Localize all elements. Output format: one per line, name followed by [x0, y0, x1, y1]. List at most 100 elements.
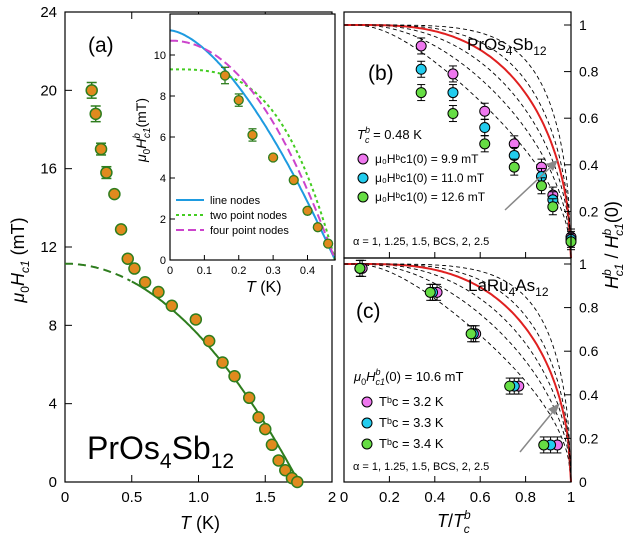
b-ytick-label: 0.2 [579, 203, 599, 219]
inset-data-point [322, 238, 334, 249]
panel-b-points [415, 37, 577, 251]
inset-xtick-label: 0.3 [265, 265, 280, 277]
a-data-point [128, 262, 141, 275]
panel-a-material: PrOs4Sb12 [87, 430, 234, 473]
panel-c-label: (c) [356, 300, 381, 323]
legend-marker [357, 172, 369, 184]
data-point [447, 87, 459, 99]
panel-b: 0.2 0.4 0.6 0.8 1 (b) PrOs4Sb12 Tb c = 0.48 K… [343, 11, 599, 259]
data-point [508, 161, 520, 173]
inset-data-point [219, 70, 231, 81]
data-point [547, 201, 559, 213]
inset-data-point [312, 222, 323, 233]
a-ytick-label: 8 [49, 317, 57, 334]
data-point [415, 40, 427, 52]
inset-panel: 0 0.1 0.2 0.3 0.4 0 2 4 6 8 10 μ0Hbc1(mT) T (K) li… [132, 13, 339, 296]
legend-marker [357, 153, 369, 165]
a-data-point [108, 187, 121, 201]
panel-a-ylabel: μ0Hc1 (mT) [8, 217, 32, 303]
panel-c-points [354, 259, 563, 454]
alpha-curve [344, 263, 572, 483]
a-data-point [216, 356, 229, 369]
inset-ytick-label: 10 [154, 50, 166, 62]
inset-points [219, 66, 334, 249]
panel-a-xlabel: T (K) [180, 513, 220, 533]
a-ytick-label: 20 [40, 82, 57, 99]
data-point [415, 63, 427, 75]
a-data-point [165, 299, 179, 312]
alpha-curve [344, 263, 572, 483]
a-data-point [291, 475, 304, 489]
c-ytick-label: 0.6 [579, 343, 599, 359]
a-xtick-label: 0.5 [121, 489, 142, 506]
panel-c-legend: Tᵇc = 3.2 K Tᵇc = 3.3 K Tᵇc = 3.4 K [361, 394, 444, 451]
inset-ytick-label: 6 [160, 132, 166, 144]
a-xtick-label: 0 [61, 489, 69, 506]
inset-data-point [233, 94, 244, 106]
inset-data-point [288, 174, 299, 186]
c-ytick-label: 0.8 [579, 300, 599, 316]
inset-ylabel: μ0Hbc1(mT) [132, 98, 153, 163]
c-xtick-label: 0.6 [470, 489, 491, 506]
a-xtick-label: 1.5 [255, 489, 276, 506]
a-data-point [279, 464, 292, 477]
panel-c-xlabel: T/Tb c [437, 508, 471, 536]
panel-c: 0 0.2 0.4 0.6 0.8 100.20.40.60.81 (c) LaRu4As… [340, 201, 626, 536]
inset-legend-label: line nodes [210, 195, 261, 207]
inset-ytick-label: 2 [160, 214, 166, 226]
data-point [535, 180, 547, 192]
inset-ytick-label: 0 [160, 255, 166, 267]
panel-c-ticks: 0 0.2 0.4 0.6 0.8 100.20.40.60.81 [340, 256, 599, 506]
panel-b-material: PrOs4Sb12 [467, 35, 547, 58]
data-point [415, 87, 427, 99]
alpha-curve [344, 24, 572, 259]
legend-marker [361, 396, 373, 408]
data-point [465, 328, 477, 340]
panel-b-curves [344, 24, 572, 259]
a-ytick-label: 12 [40, 239, 57, 256]
c-xtick-label: 0.4 [424, 489, 445, 506]
panel-c-alpha: α = 1, 1.25, 1.5, BCS, 2, 2.5 [353, 461, 489, 473]
inset-legend-label: four point nodes [210, 225, 289, 237]
c-legend-label: Tᵇc = 3.4 K [379, 436, 444, 451]
b-ytick-label: 0.6 [579, 110, 599, 126]
a-xtick-label: 2 [328, 489, 336, 506]
panel-b-ticks: 0.2 0.4 0.6 0.8 1 [388, 17, 599, 258]
c-legend-label: Tᵇc = 3.2 K [379, 394, 444, 409]
c-ytick-label: 0 [579, 474, 587, 490]
panel-c-ylabel: Hbc1 / Hbc1(0) [600, 201, 626, 289]
panel-c-h0: μ0Hb c1(0) = 10.6 mT [353, 367, 464, 387]
data-point [479, 138, 491, 150]
c-ytick-label: 0.4 [579, 387, 599, 403]
inset-ytick-label: 8 [160, 91, 166, 103]
a-data-point [228, 370, 241, 383]
panel-b-alpha: α = 1, 1.25, 1.5, BCS, 2, 2.5 [353, 236, 489, 248]
a-data-point [272, 454, 285, 467]
panel-c-material: LaRu4As12 [468, 276, 549, 299]
inset-curve [170, 39, 336, 261]
inset-xlabel: T (K) [246, 279, 282, 296]
inset-xtick-label: 0.2 [231, 265, 246, 277]
c-xtick-label: 0 [340, 489, 348, 506]
a-fit-dashed [64, 262, 131, 282]
c-xtick-label: 0.2 [379, 489, 400, 506]
b-ytick-label: 1 [579, 17, 587, 33]
a-data-point [202, 334, 216, 348]
panel-a-fit [64, 262, 300, 483]
inset-curves [169, 29, 336, 261]
alpha-curve [344, 263, 572, 483]
panel-a-label: (a) [88, 34, 114, 57]
data-point [447, 108, 459, 120]
a-data-point [138, 276, 152, 289]
b-legend-label: μ₀Hᵇc1(0) = 12.6 mT [375, 190, 486, 204]
a-ytick-label: 16 [40, 161, 57, 178]
inset-xtick-label: 0.4 [300, 265, 315, 277]
c-xtick-label: 1 [567, 489, 575, 506]
a-data-point [189, 313, 203, 326]
c-legend-label: Tᵇc = 3.3 K [379, 415, 444, 430]
data-point [504, 380, 516, 392]
a-data-point [252, 411, 265, 424]
panel-c-arrow [519, 403, 560, 453]
a-data-point [242, 391, 256, 405]
